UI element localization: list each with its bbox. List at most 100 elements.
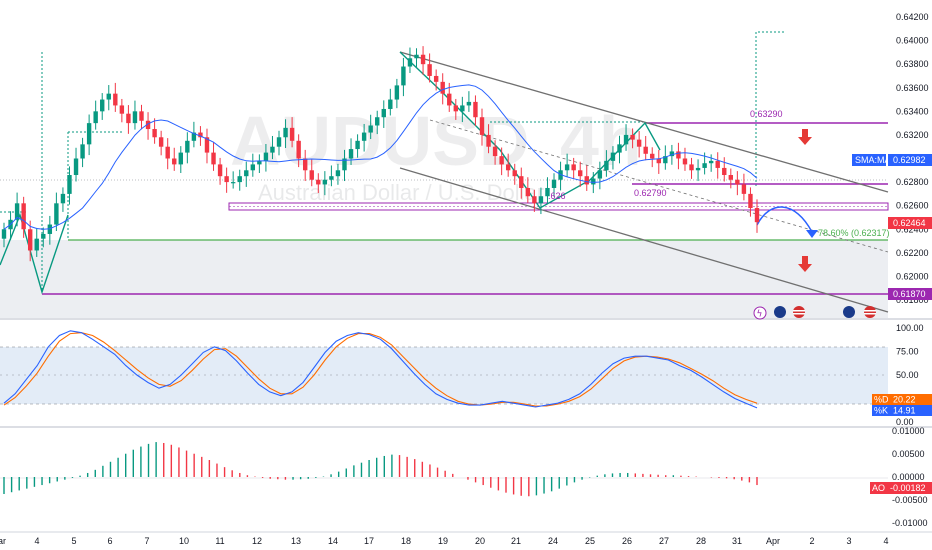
stoch-tick-label: 75.00 bbox=[896, 347, 919, 357]
candle-body bbox=[538, 196, 544, 204]
candle-body bbox=[172, 158, 177, 165]
candle-body bbox=[486, 134, 491, 147]
candle-body bbox=[244, 170, 249, 177]
flag-au-icon[interactable] bbox=[774, 306, 786, 318]
bolt-glyph: ϟ bbox=[757, 310, 763, 320]
candle-body bbox=[132, 111, 138, 124]
price-tick-label: 0.62200 bbox=[896, 248, 929, 258]
candle-body bbox=[224, 176, 229, 183]
candle-body bbox=[185, 140, 190, 153]
price-tick-label: 0.63400 bbox=[896, 106, 929, 116]
candle-body bbox=[335, 170, 341, 177]
candle-body bbox=[230, 182, 236, 184]
candle-body bbox=[420, 54, 426, 65]
support-badge bbox=[888, 288, 932, 300]
time-tick-label: 17 bbox=[364, 536, 374, 546]
ao-axis[interactable]: 0.01000 0.00500 0.00000 -0.00500 -0.01000 bbox=[892, 426, 928, 528]
candle-body bbox=[460, 105, 465, 112]
candle-body bbox=[512, 170, 517, 177]
candle-body bbox=[551, 179, 557, 188]
candle-body bbox=[610, 152, 616, 161]
candle-body bbox=[329, 176, 334, 180]
candle-body bbox=[591, 178, 596, 185]
stoch-tick-label: 50.00 bbox=[896, 370, 919, 380]
flag-au-icon[interactable] bbox=[843, 306, 855, 318]
last-price-badge bbox=[888, 217, 932, 229]
candle-body bbox=[204, 137, 210, 153]
time-tick-label: 31 bbox=[732, 536, 742, 546]
stoch-d-line bbox=[3, 332, 758, 407]
candle-body bbox=[152, 129, 157, 138]
candle-body bbox=[427, 64, 432, 76]
flag-us-icon[interactable] bbox=[793, 306, 805, 318]
channel-upper bbox=[399, 51, 889, 193]
candle-body bbox=[276, 137, 282, 147]
candle-body bbox=[27, 229, 33, 251]
flag-us-stripe bbox=[793, 313, 805, 315]
candle-body bbox=[414, 54, 419, 59]
price-badges: SMA:MA 0.62982 0.62464 0.61870 %D 20.22 … bbox=[852, 154, 932, 494]
candle-body bbox=[178, 152, 183, 165]
candle-body bbox=[505, 164, 511, 171]
candle-body bbox=[60, 193, 66, 204]
candle-body bbox=[283, 127, 288, 138]
candle-body bbox=[361, 132, 367, 141]
time-tick-label: 2 bbox=[809, 536, 814, 546]
candle-body bbox=[41, 233, 46, 239]
candle-body bbox=[604, 160, 609, 171]
candle-body bbox=[257, 160, 262, 165]
price-tick-label: 0.62600 bbox=[896, 201, 929, 211]
candle-body bbox=[211, 152, 216, 165]
projection-arrow bbox=[756, 206, 813, 233]
candle-body bbox=[584, 176, 589, 185]
time-tick-label: 5 bbox=[71, 536, 76, 546]
stoch-d-badge-name bbox=[872, 394, 888, 405]
candle-body bbox=[34, 238, 39, 251]
stoch-k-name-text: %K bbox=[874, 406, 888, 416]
candle-body bbox=[106, 93, 111, 100]
candle-body bbox=[453, 105, 458, 112]
time-tick-label: 26 bbox=[622, 536, 632, 546]
time-tick-label: 21 bbox=[511, 536, 521, 546]
red-down-arrow-bottom bbox=[798, 256, 812, 272]
candle-body bbox=[191, 132, 197, 141]
candle-body bbox=[440, 81, 445, 94]
ao-histogram bbox=[3, 442, 758, 497]
candle-body bbox=[702, 163, 707, 168]
zigzag-left bbox=[0, 212, 69, 295]
candle-body bbox=[388, 99, 393, 109]
candle-body bbox=[289, 127, 295, 141]
candle-body bbox=[722, 167, 727, 176]
candle-body bbox=[119, 105, 125, 114]
candle-body bbox=[303, 158, 308, 171]
candle-body bbox=[617, 144, 622, 153]
time-tick-label: Apr bbox=[766, 536, 780, 546]
event-bolt-icon[interactable] bbox=[753, 306, 767, 320]
candle-body bbox=[656, 158, 661, 164]
ao-name-text: AO bbox=[872, 483, 885, 493]
level-62790-label: 0.62790 bbox=[634, 188, 667, 198]
flag-us-stripe bbox=[864, 310, 876, 312]
ao-pane[interactable] bbox=[0, 428, 888, 532]
time-tick-label: 12 bbox=[252, 536, 262, 546]
candle-body bbox=[741, 184, 747, 194]
candle-body bbox=[708, 160, 714, 164]
time-tick-label: 4 bbox=[883, 536, 888, 546]
candle-body bbox=[401, 66, 406, 86]
ao-tick-label: 0.00000 bbox=[892, 472, 925, 482]
candle-body bbox=[165, 146, 170, 159]
price-tick-label: 0.62000 bbox=[896, 271, 929, 281]
price-tick-label: 0.63600 bbox=[896, 83, 929, 93]
flag-us-icon[interactable] bbox=[864, 306, 876, 318]
candle-body bbox=[21, 203, 26, 230]
candle-body bbox=[689, 164, 694, 171]
candle-body bbox=[14, 203, 20, 220]
candle-body bbox=[407, 58, 413, 67]
ao-tick-label: 0.01000 bbox=[892, 426, 925, 436]
time-axis[interactable]: ar 4 5 6 7 10 11 12 13 14 17 18 19 20 21 24 25 26 27 28 31 Ap… bbox=[0, 536, 889, 546]
time-tick-label: 13 bbox=[291, 536, 301, 546]
event-icons[interactable]: ϟ bbox=[753, 306, 876, 320]
candle-body bbox=[597, 170, 603, 179]
ao-tick-label: -0.00500 bbox=[892, 495, 928, 505]
